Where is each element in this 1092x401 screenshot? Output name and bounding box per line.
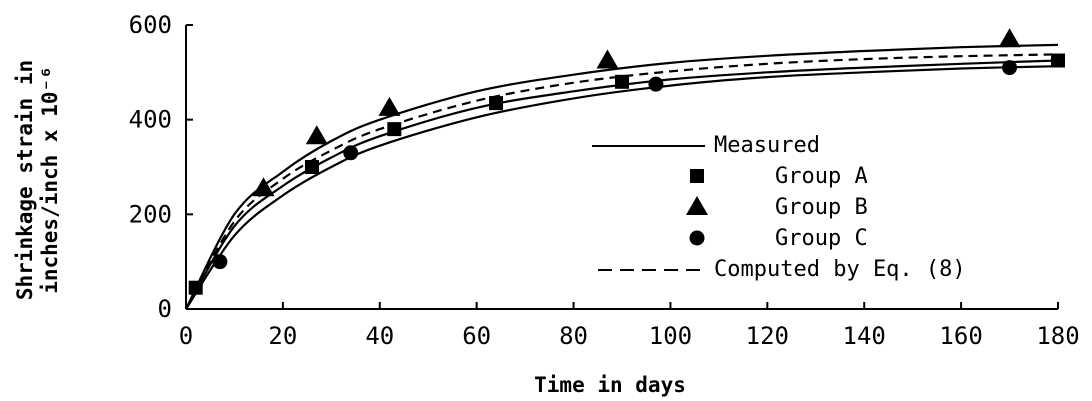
y-tick-label: 0 — [158, 295, 172, 323]
legend: Measured Group A Group B Group C Computed by… — [592, 133, 966, 282]
legend-entry-group-a: Group A — [690, 164, 868, 189]
legend-label: Group B — [775, 195, 868, 220]
x-tick-label: 40 — [365, 322, 394, 350]
x-tick-label: 0 — [179, 322, 193, 350]
y-axis-title-line-1: Shrinkage strain in — [13, 60, 37, 300]
y-tick-label: 400 — [129, 106, 172, 134]
y-tick-label: 200 — [129, 200, 172, 228]
legend-entry-group-c: Group C — [689, 226, 868, 251]
x-axis: 0 20 40 60 80 100 120 140 160 180 — [179, 302, 1080, 350]
legend-label: Group C — [775, 226, 868, 251]
y-tick-label: 600 — [129, 11, 172, 39]
legend-label: Group A — [775, 164, 868, 189]
legend-label: Measured — [714, 133, 820, 158]
y-axis-title-line-2: inches/inch x 10⁻⁶ — [38, 66, 62, 294]
legend-triangle-marker — [686, 196, 708, 215]
legend-label: Computed by Eq. (8) — [714, 257, 966, 282]
y-axis: 0 200 400 600 — [129, 11, 193, 323]
x-tick-label: 120 — [746, 322, 789, 350]
x-tick-label: 20 — [268, 322, 297, 350]
group-c-point — [343, 145, 359, 161]
measured-curve-1 — [185, 43, 1059, 310]
legend-entry-group-b: Group B — [686, 195, 868, 220]
group-a-point — [188, 280, 203, 295]
legend-entry-measured: Measured — [592, 133, 820, 158]
group-b-point — [305, 125, 328, 145]
x-tick-label: 100 — [649, 322, 692, 350]
legend-square-marker — [690, 169, 704, 183]
x-tick-label: 80 — [559, 322, 588, 350]
group-a-point — [387, 122, 402, 137]
group-b-point — [378, 96, 401, 116]
computed-curve — [185, 53, 1059, 310]
data-markers — [188, 28, 1065, 295]
group-b-point — [998, 28, 1021, 48]
group-c-point — [212, 254, 228, 270]
group-a-point — [304, 160, 319, 174]
x-tick-label: 160 — [939, 322, 982, 350]
x-tick-label: 60 — [462, 322, 491, 350]
curves — [185, 43, 1059, 310]
x-tick-label: 180 — [1036, 322, 1079, 350]
measured-curve-3 — [185, 65, 1059, 310]
group-a-point — [1051, 53, 1065, 68]
group-c-point — [1002, 60, 1018, 76]
measured-curve-2 — [185, 59, 1059, 310]
legend-entry-computed-by-eq-8: Computed by Eq. (8) — [598, 257, 966, 282]
group-a-point — [615, 74, 629, 89]
group-b-point — [252, 177, 275, 197]
x-axis-title: Time in days — [534, 373, 686, 397]
legend-circle-marker — [689, 230, 705, 246]
group-b-point — [596, 49, 619, 69]
x-tick-label: 140 — [843, 322, 886, 350]
group-a-point — [489, 96, 504, 111]
group-c-point — [648, 76, 664, 92]
